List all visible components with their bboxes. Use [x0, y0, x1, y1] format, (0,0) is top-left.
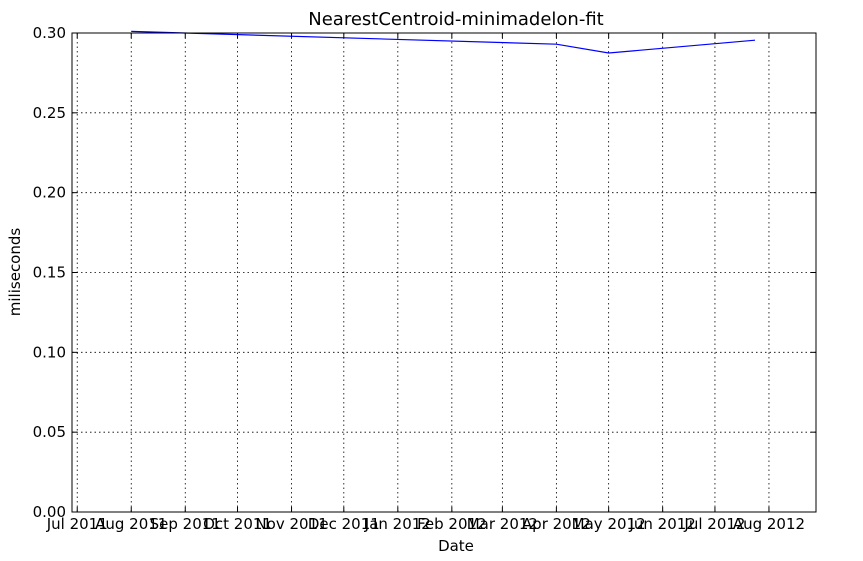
x-tick-label: Jun 2012 [628, 515, 695, 533]
x-tick-label: Aug 2012 [733, 515, 805, 533]
y-tick-label: 0.10 [33, 343, 66, 361]
y-tick-label: 0.00 [33, 503, 66, 521]
x-tick-label: Aug 2011 [95, 515, 167, 533]
x-tick-label: Sep 2011 [150, 515, 221, 533]
y-tick-label: 0.15 [33, 264, 66, 282]
grid [72, 32, 816, 513]
series-layer [131, 30, 756, 54]
chart-title: NearestCentroid-minimadelon-fit [308, 9, 603, 30]
y-tick-label: 0.25 [33, 104, 66, 122]
x-axis-label: Date [438, 537, 474, 555]
y-tick-label: 0.30 [33, 24, 66, 42]
y-tick-label: 0.05 [33, 423, 66, 441]
x-tick-label: Jan 2012 [364, 515, 431, 533]
x-tick-label: Mar 2012 [467, 515, 538, 533]
x-tick-label: Apr 2012 [522, 515, 591, 533]
x-tick-label: Jul 2012 [683, 515, 745, 533]
y-tick-label: 0.20 [33, 184, 66, 202]
plot-frame [71, 32, 817, 513]
y-tick-labels: 0.00 0.05 0.10 0.15 0.20 0.25 0.30 [33, 24, 66, 521]
y-axis-label: miliseconds [6, 228, 24, 317]
x-tick-label: May 2012 [572, 515, 646, 533]
x-tick-label: Nov 2011 [255, 515, 327, 533]
x-tick-label: Oct 2011 [203, 515, 272, 533]
x-tick-label: Dec 2011 [308, 515, 380, 533]
ticks [72, 32, 816, 513]
x-tick-label: Jul 2011 [46, 515, 108, 533]
series-line [131, 30, 756, 54]
x-tick-label: Feb 2012 [417, 515, 487, 533]
